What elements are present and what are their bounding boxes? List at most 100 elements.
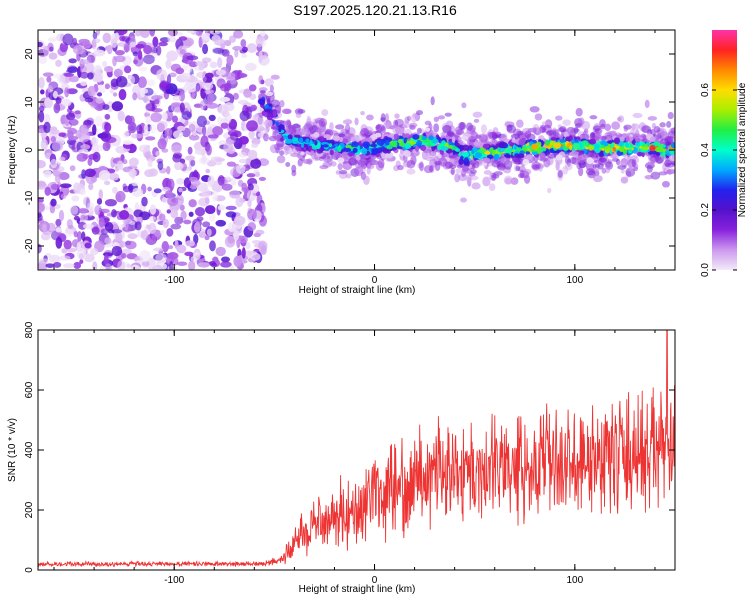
ridge-halo [592, 175, 603, 183]
noise-blob [125, 240, 137, 250]
x-tick-label: 0 [372, 575, 378, 586]
ridge-core [493, 153, 500, 161]
noise-blob [204, 72, 214, 79]
noise-blob [214, 160, 223, 166]
noise-blob [232, 92, 239, 100]
ridge-core [298, 137, 304, 144]
ridge-halo [666, 121, 672, 128]
noise-blob [206, 160, 217, 167]
noise-blob [159, 213, 166, 222]
noise-blob [194, 206, 206, 217]
noise-blob [206, 228, 212, 237]
noise-blob [38, 77, 45, 89]
noise-blob [250, 252, 261, 261]
noise-blob [223, 39, 232, 47]
noise-blob [67, 66, 79, 74]
ridge-core [485, 150, 490, 155]
ridge-halo [394, 113, 400, 119]
ridge-halo [531, 161, 541, 171]
noise-blob [206, 206, 215, 213]
noise-blob [151, 95, 163, 101]
ridge-core [538, 135, 545, 141]
noise-blob [152, 36, 159, 48]
snr-axes: -100 0 100 0 200 400 600 800 [24, 321, 675, 586]
noise-blob [245, 241, 251, 250]
noise-blob [260, 30, 266, 37]
noise-blob [153, 247, 164, 252]
ridge-core [276, 134, 282, 139]
noise-blob [104, 221, 114, 232]
ridge-core [630, 155, 638, 160]
noise-blob [154, 229, 162, 238]
noise-blob [91, 226, 100, 235]
ridge-halo [510, 133, 521, 139]
ridge-halo [599, 119, 606, 128]
ridge-halo [453, 157, 460, 163]
noise-blob [241, 247, 246, 259]
noise-blob [103, 254, 109, 266]
ridge-core [618, 146, 625, 153]
noise-blob [38, 110, 45, 123]
ridge-halo [496, 162, 506, 171]
ridge-core [428, 135, 434, 141]
ridge-core [404, 133, 410, 137]
ridge-core [420, 144, 427, 151]
noise-blob [115, 190, 126, 203]
ridge-core [660, 144, 666, 148]
y-tick-label: 400 [24, 441, 35, 458]
noise-blob [102, 141, 111, 152]
ridge-core [462, 165, 469, 172]
noise-blob [69, 75, 79, 83]
noise-blob [104, 198, 117, 207]
noise-blob [122, 140, 133, 145]
ridge-core [337, 157, 345, 164]
ridge-halo [353, 166, 364, 177]
ridge-core [382, 147, 389, 154]
noise-blob [239, 110, 250, 122]
noise-blob [159, 80, 171, 91]
ridge-halo [363, 175, 370, 186]
noise-blob [246, 120, 258, 132]
noise-blob [96, 198, 103, 205]
ridge-halo [269, 144, 279, 154]
noise-blob [233, 30, 244, 39]
noise-blob [207, 93, 214, 105]
noise-blob [241, 53, 248, 59]
ridge-halo [419, 161, 424, 172]
ridge-core [461, 144, 470, 151]
noise-blob [236, 164, 246, 174]
ridge-halo [397, 164, 404, 171]
noise-blob [215, 246, 226, 257]
ridge-halo [265, 122, 271, 133]
ridge-halo [473, 160, 480, 169]
ridge-core [305, 138, 310, 144]
spectrogram-marks [38, 30, 675, 270]
ridge-halo [653, 126, 661, 133]
ridge-core [458, 158, 465, 165]
noise-blob [220, 261, 232, 268]
noise-blob [67, 224, 74, 230]
noise-blob [159, 230, 165, 235]
ridge-halo [279, 100, 285, 108]
ridge-core [426, 132, 432, 136]
noise-blob [247, 222, 257, 232]
noise-blob [137, 76, 147, 89]
ridge-core [624, 142, 630, 148]
ridge-core [404, 142, 412, 149]
ridge-halo [578, 117, 585, 126]
noise-blob [92, 31, 98, 40]
noise-blob [167, 30, 178, 37]
spectrogram-ylabel: Frequency (Hz) [7, 116, 18, 185]
noise-blob [78, 188, 87, 196]
noise-blob [216, 78, 226, 89]
noise-blob [132, 92, 138, 101]
noise-blob [145, 103, 157, 112]
noise-blob [104, 83, 110, 90]
noise-blob [229, 190, 241, 199]
noise-blob [215, 219, 227, 227]
ridge-halo [466, 126, 476, 135]
y-tick-label: -20 [24, 238, 35, 253]
ridge-core [376, 139, 385, 146]
noise-blob [124, 219, 129, 231]
